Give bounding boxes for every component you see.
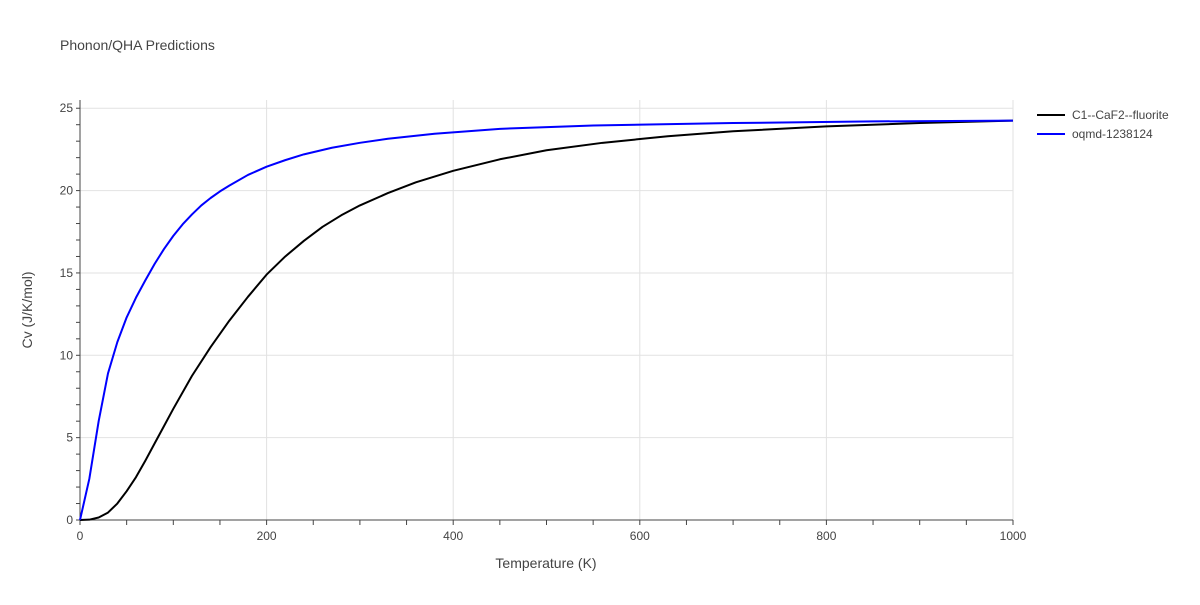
chart-title: Phonon/QHA Predictions: [60, 37, 215, 53]
x-axis-label: Temperature (K): [495, 555, 596, 571]
series-line-2: [79, 119, 1014, 521]
y-tick-label: 0: [66, 513, 73, 527]
y-axis-label: Cv (J/K/mol): [19, 272, 35, 349]
legend: C1--CaF2--fluorite oqmd-1238124: [1037, 108, 1169, 141]
x-tick-label: 600: [630, 529, 650, 543]
series-line-1: [79, 119, 1014, 521]
x-tick-label: 800: [816, 529, 836, 543]
y-tick-label: 15: [60, 266, 74, 280]
legend-label-1: C1--CaF2--fluorite: [1072, 108, 1169, 122]
legend-label-2: oqmd-1238124: [1072, 127, 1153, 141]
x-tick-label: 0: [77, 529, 84, 543]
series-layer: [79, 119, 1014, 521]
y-tick-label: 25: [60, 101, 74, 115]
axes: 0 200 400 600 800 1000 0 5 10 15 20 25: [60, 100, 1027, 543]
x-tick-label: 200: [257, 529, 277, 543]
grid-lines: [80, 100, 1014, 520]
y-tick-label: 5: [66, 431, 73, 445]
y-tick-label: 10: [60, 348, 74, 362]
x-tick-label: 400: [443, 529, 463, 543]
y-tick-label: 20: [60, 184, 74, 198]
x-tick-label: 1000: [1000, 529, 1027, 543]
